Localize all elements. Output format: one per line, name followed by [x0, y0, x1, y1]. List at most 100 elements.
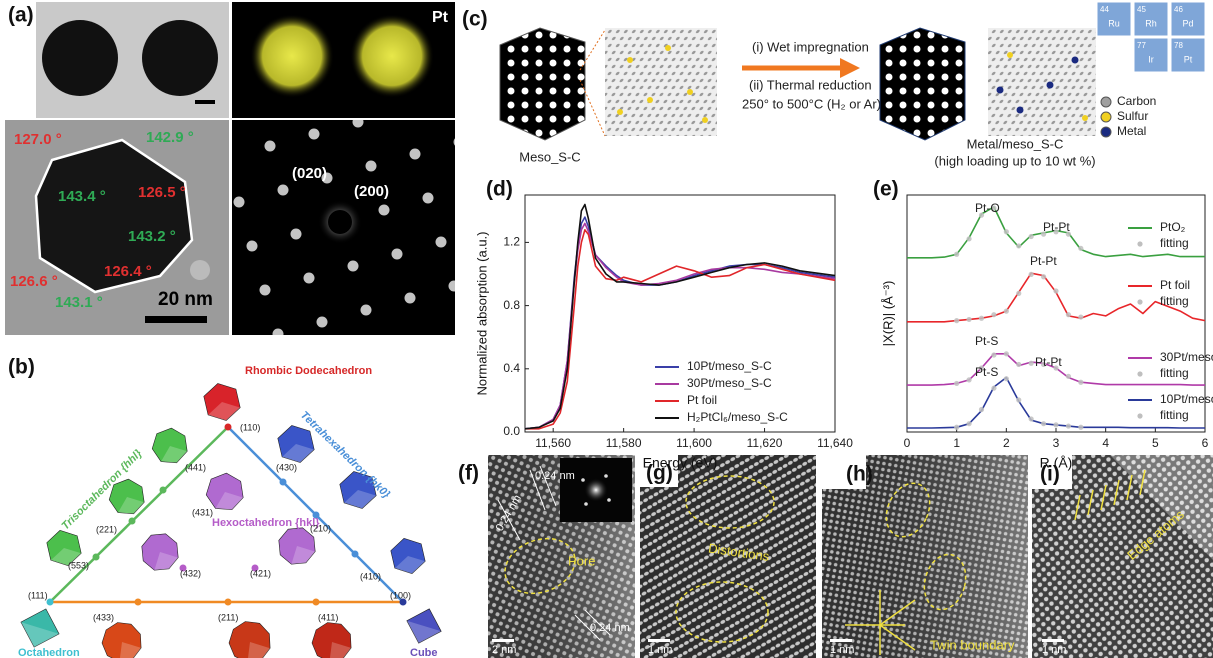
diffraction-spot	[259, 284, 271, 296]
fit-point	[991, 385, 997, 391]
element-label: Pt	[432, 9, 449, 26]
x-axis-label: Energy (eV)	[643, 455, 718, 471]
legend-label: Pt foil	[1160, 278, 1190, 292]
vertex-dot	[279, 478, 287, 486]
miller-index: (431)	[192, 507, 213, 517]
scale-bar	[145, 316, 207, 323]
miller-index: (553)	[68, 560, 89, 570]
miller-index: (433)	[93, 612, 114, 622]
element-symbol: Pt	[1184, 54, 1193, 64]
x-tick-label: 1	[953, 436, 960, 450]
fit-point	[1053, 288, 1059, 294]
fit-point	[1028, 271, 1034, 277]
panel-c: (c) Meso_S-C (i) Wet impregnation (ii) T…	[462, 1, 1206, 168]
y-tick-label: 0.0	[503, 424, 520, 438]
miller-index: (210)	[310, 523, 331, 533]
polyhedron-facet	[119, 642, 142, 658]
label-box	[1032, 455, 1072, 489]
fit-point	[1040, 231, 1047, 237]
legend-marker	[1137, 371, 1143, 377]
fit-point	[1028, 233, 1034, 240]
fit-point	[1065, 231, 1072, 237]
central-beam	[328, 210, 352, 234]
twin-lines	[845, 590, 916, 655]
fit-point	[1003, 229, 1009, 235]
fit-point	[966, 236, 972, 242]
vertex-dot	[179, 564, 187, 572]
spacing-label: 0.24 nm	[535, 470, 575, 482]
polyhedron-facet	[406, 620, 442, 644]
fit-point	[978, 315, 985, 321]
vertex-dot	[351, 550, 359, 558]
angle: 143.1 °	[55, 294, 103, 311]
defect-outline	[923, 553, 967, 611]
material-label: Meso_S-C	[519, 149, 580, 164]
peak-annotation: Pt-Pt	[1043, 220, 1070, 234]
diffraction-spot	[290, 228, 302, 240]
diffraction-spot	[316, 316, 328, 328]
shape-label: Octahedron	[18, 647, 80, 658]
polyhedron	[339, 471, 377, 509]
legend-label: fitting	[1160, 408, 1189, 422]
fit-point	[966, 421, 972, 427]
y-axis-label: Normalized absorption (a.u.)	[474, 231, 489, 395]
chart: (e) R (Å) |X(R)| (Å⁻³) 0 1 2 3 4 5 6 PtO₂ fitting Pt…	[873, 178, 1213, 471]
x-tick-label: 2	[1003, 436, 1010, 450]
fit-point	[1078, 379, 1084, 385]
scale-bar	[1042, 639, 1064, 642]
polyhedron-facet	[247, 642, 271, 658]
element-symbol: Ir	[1148, 54, 1154, 64]
diffraction-spot	[308, 128, 320, 140]
fit-point	[1053, 229, 1059, 235]
scale-label: 20 nm	[158, 289, 213, 310]
diffraction-spot	[347, 260, 359, 272]
x-tick-label: 11,620	[747, 436, 783, 450]
atomic-number: 46	[1174, 5, 1183, 14]
step-label: (i) Wet impregnation	[752, 39, 869, 54]
legend-marker	[1137, 413, 1143, 419]
diffraction-spot	[422, 192, 434, 204]
diffraction-spot	[233, 196, 245, 208]
polyhedron-facet	[208, 402, 241, 421]
diffraction-spot	[391, 248, 403, 260]
polyhedra	[20, 383, 442, 658]
miller-index: (221)	[96, 524, 117, 534]
fit-point	[1065, 312, 1072, 318]
x-tick-label: 11,580	[606, 436, 642, 450]
legend-label: PtO₂	[1160, 220, 1186, 234]
polyhedron-facet	[215, 492, 244, 510]
y-tick-label: 0.8	[503, 298, 520, 312]
fit-point	[954, 251, 960, 257]
fit-point	[978, 406, 985, 413]
carbon-sheet	[988, 28, 1096, 136]
panel-b: (b) Rhombic Dodecahedron Tetrahexahedron…	[8, 356, 442, 658]
legend-label: Carbon	[1117, 94, 1156, 108]
fit-point	[1016, 290, 1022, 296]
fit-point	[1065, 373, 1072, 379]
scale-label: 1 nm	[1042, 644, 1066, 656]
polyhedron	[203, 383, 241, 421]
spacing-marks	[497, 465, 611, 641]
polyhedron-facet	[161, 446, 188, 463]
angle: 143.2 °	[128, 228, 176, 245]
miller-index: (111)	[28, 590, 48, 600]
panel-label: (b)	[8, 356, 35, 379]
x-tick-label: 0	[904, 436, 911, 450]
shape-label: Cube	[410, 647, 438, 658]
fit-point	[991, 352, 997, 358]
element-symbol: Rh	[1145, 18, 1157, 28]
panel-label: (g)	[646, 462, 673, 485]
fit-point	[978, 212, 985, 218]
fft-spots	[581, 474, 611, 506]
element-tile	[1133, 37, 1169, 73]
loading-label: (high loading up to 10 wt %)	[934, 153, 1095, 168]
panel-f: (f) 0.24 nm 0.24 nm 0.24 nm Pore 2 nm	[458, 455, 635, 658]
diffraction-spot	[277, 184, 289, 196]
distortion-outline	[675, 581, 769, 643]
pore-outline	[504, 537, 576, 595]
diffraction-spot	[352, 120, 364, 128]
miller-index: (211)	[218, 612, 238, 622]
particle	[190, 260, 210, 280]
legend-label: fitting	[1160, 366, 1189, 380]
